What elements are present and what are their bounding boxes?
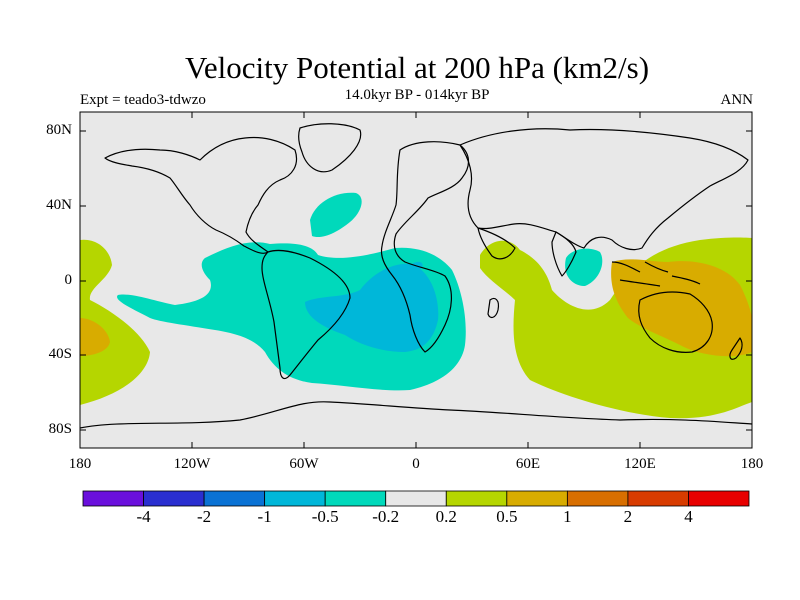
page-title: Velocity Potential at 200 hPa (km2/s) [184,50,650,85]
lat-label: 40N [46,197,72,213]
coast-antarctica [79,401,753,429]
colorbar-swatch [82,490,144,507]
lon-label: 120E [624,456,656,472]
coastlines [79,123,753,429]
colorbar-label: -0.2 [372,507,400,526]
lat-label: 80N [46,122,72,138]
colorbar-swatch [506,490,568,507]
colorbar-label: -0.5 [311,507,339,526]
colorbar-swatch [264,490,326,507]
coast-india [551,231,577,277]
colorbar-label: 2 [623,507,633,526]
period-label: 14.0kyr BP - 014kyr BP [344,87,490,103]
contour-positive-west-edge-mid [80,318,110,356]
colorbar-label: -2 [196,507,212,526]
contour-negative-core [305,263,439,352]
colorbar-label: -4 [136,507,151,526]
coast-new-zealand [729,337,743,360]
season-label: ANN [720,92,754,108]
lat-label: 0 [64,272,73,288]
colorbar-swatch [143,490,205,507]
lon-label: 180 [68,456,92,472]
colorbar-label: -1 [257,507,272,526]
coast-asia [459,128,749,251]
colorbar-swatch [385,490,447,507]
colorbar-swatch [203,490,266,507]
colorbar-swatch [627,490,689,507]
coast-madagascar [487,297,500,319]
colorbar [82,490,750,507]
colorbar-swatch [324,490,387,507]
lat-label: 80S [48,421,72,437]
contour-fill-layer [80,192,752,419]
contour-negative-north-atlantic [310,192,362,238]
experiment-label: Expt = teado3-tdwzo [80,92,206,108]
colorbar-label: 0.2 [435,507,457,526]
coast-north-america [104,136,298,254]
coast-australia [638,291,713,353]
lon-label: 0 [412,456,420,472]
colorbar-swatch [445,490,508,507]
lon-label: 180 [740,456,764,472]
colorbar-label: 0.5 [496,507,518,526]
coast-greenland [298,123,362,173]
colorbar-swatch [566,490,629,507]
colorbar-swatch [688,490,750,507]
coast-europe-africa [380,141,470,353]
contour-positive-west-edge [80,239,150,405]
lat-ticks [80,130,752,431]
lat-label: 40S [48,346,72,362]
lon-ticks [191,112,641,448]
contour-negative-indian [565,248,603,286]
coast-arabia [477,227,516,260]
coast-south-america [261,249,351,380]
coast-indonesia [611,261,701,287]
lon-label: 120W [173,456,211,472]
lon-label: 60W [289,456,319,472]
colorbar-label: 4 [684,507,693,526]
lon-label: 60E [515,456,541,472]
colorbar-label: 1 [563,507,572,526]
